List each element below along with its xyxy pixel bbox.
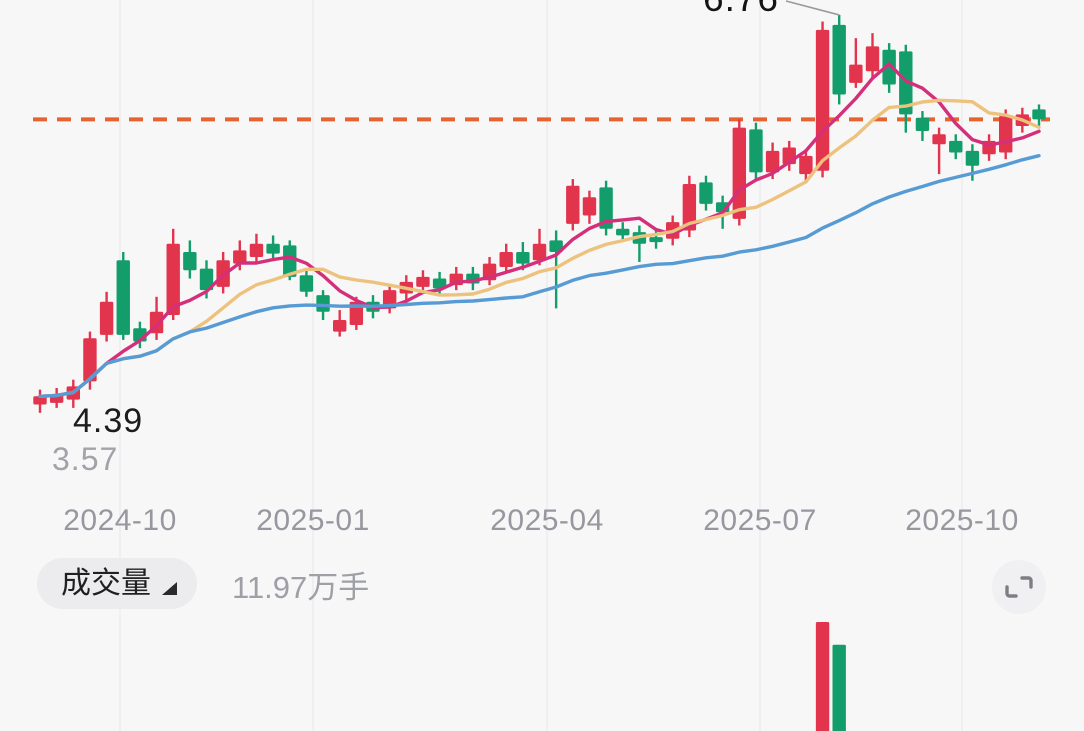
- candle-body: [299, 275, 314, 292]
- x-axis-tick-2025-10: 2025-10: [905, 504, 1019, 537]
- x-axis-tick-2024-10: 2024-10: [63, 504, 177, 537]
- expand-fullscreen-button[interactable]: [992, 560, 1046, 614]
- candle-body: [965, 150, 980, 166]
- lowest-price-label: 4.39: [73, 402, 144, 440]
- candle-body: [266, 243, 280, 254]
- candle-body: [283, 245, 297, 277]
- candle-body: [949, 140, 963, 153]
- candle-body: [499, 252, 513, 267]
- candle-body: [33, 396, 47, 405]
- candle-body: [599, 187, 613, 229]
- candle-body: [1032, 109, 1046, 120]
- candle-body: [416, 276, 430, 287]
- ma-slow-line: [38, 153, 1041, 398]
- candle-body: [649, 237, 663, 243]
- candle-body: [166, 243, 180, 316]
- candle-body: [699, 182, 713, 204]
- candle-body: [899, 51, 913, 115]
- candle-body: [865, 46, 880, 72]
- expand-icon: [1005, 576, 1033, 598]
- volume-indicator-selector[interactable]: 成交量: [37, 558, 197, 609]
- candle-body: [199, 268, 214, 291]
- candle-body: [566, 185, 580, 224]
- candle-body: [915, 117, 930, 131]
- candle-body: [333, 319, 347, 332]
- candle-body: [99, 301, 114, 335]
- indicator-caret-icon: [162, 582, 177, 595]
- candle-body: [616, 228, 630, 236]
- volume-indicator-label: 成交量: [61, 566, 151, 600]
- high-label-pointer-line: [785, 0, 840, 16]
- volume-bar: [832, 644, 846, 731]
- candle-body: [882, 49, 896, 85]
- candle-body: [682, 184, 697, 231]
- candle-body: [116, 260, 130, 335]
- candle-body: [549, 240, 563, 253]
- candle-body: [849, 64, 863, 83]
- x-axis-tick-2025-07: 2025-07: [703, 504, 817, 537]
- candle-body: [316, 295, 330, 312]
- candle-body: [999, 116, 1013, 153]
- candle-body: [749, 129, 763, 173]
- candle-wick: [854, 38, 858, 88]
- candle-body: [732, 127, 746, 219]
- candle-body: [832, 24, 846, 95]
- candle-body: [432, 278, 447, 289]
- candle-body: [183, 252, 197, 271]
- candle-body: [532, 243, 547, 261]
- candle-body: [932, 134, 946, 145]
- highest-price-label: 6.76: [703, 0, 779, 17]
- candle-wick: [937, 127, 941, 175]
- candle-body: [249, 243, 264, 257]
- candle-body: [765, 150, 780, 173]
- ma-mid-line: [38, 98, 1041, 398]
- candle-body: [233, 250, 247, 264]
- x-axis-tick-2025-01: 2025-01: [256, 504, 370, 537]
- ma-fast-line: [38, 62, 1041, 398]
- candle-wick: [638, 225, 641, 262]
- current-volume-value: 11.97万手: [232, 570, 370, 605]
- volume-bar: [815, 622, 830, 731]
- candle-body: [83, 338, 97, 382]
- candle-body: [582, 197, 597, 216]
- candle-body: [516, 252, 530, 264]
- candle-body: [815, 29, 830, 171]
- candle-body: [799, 155, 813, 175]
- y-axis-min-label: 3.57: [52, 441, 119, 477]
- x-axis-tick-2025-04: 2025-04: [490, 504, 604, 537]
